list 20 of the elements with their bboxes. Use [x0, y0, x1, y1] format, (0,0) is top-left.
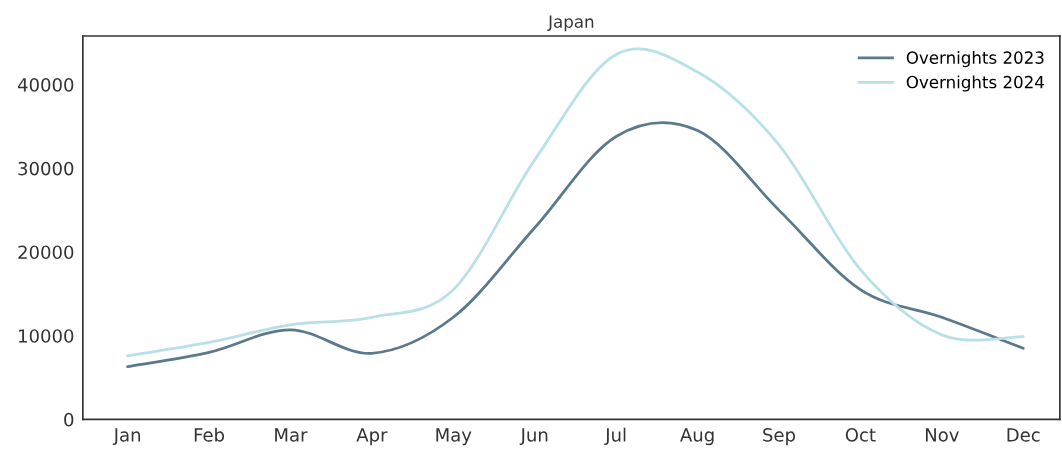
x-tick-label: Jul	[604, 427, 626, 446]
x-tick-label: Aug	[680, 428, 714, 446]
x-tick-label: Nov	[925, 428, 959, 442]
y-tick-label: 0	[64, 412, 74, 427]
x-tick-label: Dec	[1007, 428, 1040, 442]
x-tick-label: Jun	[519, 428, 548, 446]
y-tick-label: 20000	[18, 245, 74, 260]
x-tick-label: Mar	[275, 428, 308, 442]
x-tick-label: Apr	[356, 428, 388, 446]
y-tick-label: 40000	[17, 78, 74, 92]
x-tick-label: Jan	[112, 428, 140, 446]
legend-label: Overnights 2024	[906, 75, 1044, 92]
x-tick-label: Sep	[763, 428, 795, 446]
y-tick-label: 10000	[19, 329, 74, 343]
x-tick-label: Feb	[194, 427, 225, 442]
chart-title: Japan	[547, 15, 594, 32]
x-tick-label: Oct	[845, 428, 876, 442]
x-tick-label: May	[436, 428, 472, 446]
y-tick-label: 30000	[18, 161, 74, 176]
legend-label: Overnights 2023	[906, 51, 1044, 68]
